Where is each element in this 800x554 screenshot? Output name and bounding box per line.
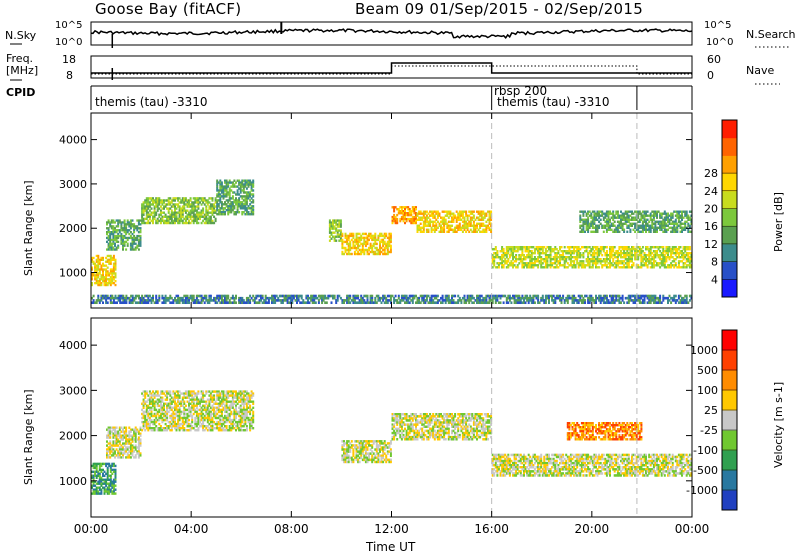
nsky-trace: [90, 28, 693, 39]
freq-panel-frame: [90, 55, 693, 79]
power-colorbar-label-6: 28: [704, 167, 718, 180]
power-echo-region-8: [491, 246, 693, 269]
power-colorbar-label-2: 12: [704, 238, 718, 251]
velocity-colorbar-label-0: 1000: [690, 344, 718, 357]
cpid-label: CPID: [6, 86, 36, 99]
velocity-echo-region-2: [141, 390, 255, 432]
xtick-label-1: 04:00: [174, 522, 209, 536]
nave-tick-bottom: 0: [707, 69, 714, 82]
power-colorbar-label-3: 16: [704, 220, 718, 233]
nave-label: Nave: [746, 64, 775, 77]
velocity-echo-region-0: [91, 462, 117, 495]
velocity-colorbar-frame: [721, 329, 738, 511]
xtick-label-6: 00:00: [675, 522, 710, 536]
velocity-ytick-label-4000: 4000: [59, 339, 87, 352]
power-echo-region-4: [328, 219, 342, 242]
power-ytick-label-3000: 3000: [59, 178, 87, 191]
velocity-colorbar-seg-5: [722, 390, 737, 411]
power-colorbar-seg-2: [722, 243, 737, 263]
power-ytick-label-1000: 1000: [59, 267, 87, 280]
velocity-echo-region-6: [566, 422, 643, 441]
velocity-ytick-label-3000: 3000: [59, 384, 87, 397]
power-echo-region-0: [91, 254, 117, 287]
velocity-colorbar-label-3: 25: [704, 404, 718, 417]
xtick-label-0: 00:00: [74, 522, 109, 536]
power-ytick-label-4000: 4000: [59, 134, 87, 147]
power-colorbar-label-5: 24: [704, 185, 718, 198]
power-colorbar-label-4: 20: [704, 203, 718, 216]
freq-tick-bottom: 8: [66, 69, 73, 82]
power-colorbar-seg-9: [722, 120, 737, 139]
velocity-ytick-label-2000: 2000: [59, 430, 87, 443]
velocity-echo-region-4: [391, 413, 493, 441]
power-echo-region-7: [416, 210, 493, 233]
nave-tick-top: 60: [707, 53, 721, 66]
velocity-colorbar-label-5: -100: [693, 444, 718, 457]
freq-tick-top: 18: [62, 53, 76, 66]
power-echo-region-1: [106, 219, 142, 251]
power-colorbar-seg-7: [722, 155, 737, 174]
power-colorbar-seg-3: [722, 226, 737, 245]
power-echo-region-5: [341, 232, 392, 256]
velocity-colorbar-label-1: 500: [697, 364, 718, 377]
xtick-label-4: 16:00: [474, 522, 509, 536]
chart-title: Goose Bay (fitACF): [95, 0, 242, 18]
velocity-colorbar-label-2: 100: [697, 384, 718, 397]
beam-info: Beam 09 01/Sep/2015 - 02/Sep/2015: [355, 0, 644, 18]
freq-unit-label: [MHz]: [6, 64, 39, 77]
xaxis-title: Time UT: [366, 540, 416, 554]
velocity-colorbar-seg-8: [722, 330, 737, 351]
velocity-echo-region-3: [341, 440, 392, 464]
velocity-colorbar-seg-3: [722, 430, 737, 451]
power-colorbar-seg-8: [722, 137, 737, 156]
nave-trace: [91, 65, 692, 75]
power-colorbar-seg-0: [722, 279, 737, 298]
velocity-colorbar-label-7: -1000: [686, 484, 718, 497]
power-colorbar-seg-4: [722, 208, 737, 227]
power-echo-region-9: [579, 210, 693, 233]
freq-trace: [91, 62, 692, 74]
nsearch-label: N.Search: [746, 28, 796, 41]
power-colorbar-label-1: 8: [711, 256, 718, 269]
power-colorbar-label-0: 4: [711, 273, 718, 286]
velocity-colorbar-seg-1: [722, 470, 737, 491]
velocity-colorbar-seg-0: [722, 490, 737, 511]
power-colorbar-seg-6: [722, 173, 737, 192]
velocity-colorbar-seg-7: [722, 350, 737, 371]
power-echo-region-2: [141, 197, 217, 225]
velocity-echo-region-5: [491, 453, 693, 477]
power-echo-region-10: [91, 294, 693, 304]
velocity-colorbar-seg-6: [722, 370, 737, 391]
power-colorbar-seg-5: [722, 190, 737, 209]
nsky-tick-bottom: 10^0: [55, 37, 83, 48]
cpid-segment-3: themis (tau) -3310: [497, 95, 610, 109]
xtick-label-3: 12:00: [374, 522, 409, 536]
nsky-label: N.Sky: [5, 29, 37, 42]
velocity-colorbar-label-6: -500: [693, 464, 718, 477]
velocity-ytick-label-1000: 1000: [59, 475, 87, 488]
velocity-colorbar-seg-4: [722, 410, 737, 431]
power-echo-region-6: [391, 206, 417, 225]
nsky-tick-top: 10^5: [55, 20, 83, 31]
velocity-echo-region-1: [106, 426, 142, 459]
power-echo-region-3: [216, 179, 255, 216]
nsearch-tick-bottom: 10^0: [706, 37, 734, 48]
xtick-label-2: 08:00: [274, 522, 309, 536]
power-colorbar-seg-1: [722, 261, 737, 280]
velocity-colorbar-label-4: -25: [700, 424, 718, 437]
xtick-label-5: 20:00: [575, 522, 610, 536]
cpid-segment-1: themis (tau) -3310: [95, 95, 208, 109]
nsearch-tick-top: 10^5: [704, 20, 732, 31]
freq-label: Freq.: [6, 52, 34, 65]
cpid-segment-2: rbsp 200: [494, 84, 548, 98]
velocity-colorbar-seg-2: [722, 450, 737, 471]
power-ytick-label-2000: 2000: [59, 222, 87, 235]
